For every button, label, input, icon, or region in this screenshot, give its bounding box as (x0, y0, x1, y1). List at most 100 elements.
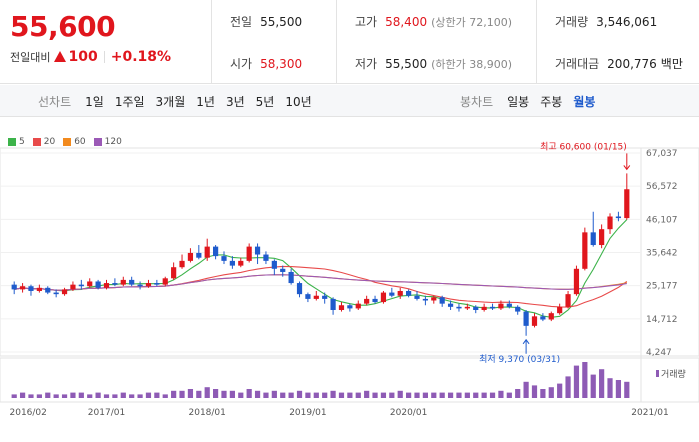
ma5-line (14, 219, 628, 318)
volume-bar (70, 392, 76, 398)
ma20-line (14, 265, 628, 308)
candle-body (414, 295, 420, 299)
candle-body (28, 286, 34, 291)
volume-bar (322, 392, 328, 398)
volume-bar (28, 394, 34, 398)
change-value: 100 (68, 49, 98, 65)
candle-body (204, 246, 210, 258)
y-tick-label: 35,642 (646, 249, 678, 259)
period-1y-button[interactable]: 1년 (196, 95, 215, 109)
candle-body (489, 306, 496, 309)
candle-body (599, 229, 605, 246)
period-5y-button[interactable]: 5년 (255, 95, 275, 109)
volume-bar (112, 394, 118, 398)
volume-panel: 거래량 3,546,061 거래대금 200,776 백만 (537, 0, 699, 84)
volume-bar (271, 390, 277, 398)
open-label: 시가 (230, 57, 253, 71)
candle-body (137, 284, 143, 287)
x-tick-label: 2020/01 (390, 408, 427, 418)
volume-bar (338, 392, 345, 398)
period-1w-button[interactable]: 1주일 (114, 95, 145, 109)
volume-row: 거래량 3,546,061 (555, 13, 657, 30)
volume-value: 3,546,061 (596, 15, 658, 29)
candle-body (447, 303, 454, 307)
volume-bar (171, 390, 177, 398)
ma120-line (14, 274, 627, 291)
volume-bar (355, 392, 361, 398)
candle-body (372, 298, 378, 303)
candle-body (322, 295, 328, 299)
y-tick-label: 56,572 (646, 182, 678, 192)
volume-bar (565, 376, 571, 398)
moving-average-legend: 5 20 60 120 (8, 137, 130, 147)
volume-bar (380, 392, 387, 398)
volume-bar (422, 392, 429, 398)
amount-unit: 백만 (660, 57, 683, 71)
candle-chart-group: 봉차트 일봉 주봉 월봉 (460, 93, 606, 110)
volume-bar (87, 394, 93, 398)
legend-item-ma5: 5 (8, 137, 25, 147)
x-tick-label: 2018/01 (189, 408, 226, 418)
volume-bar (162, 394, 168, 398)
y-tick-label: 46,107 (646, 215, 678, 225)
volume-bar (313, 392, 319, 398)
candle-body (238, 260, 244, 266)
volume-bar (19, 392, 26, 398)
daily-candle-button[interactable]: 일봉 (507, 95, 530, 109)
candle-body (120, 279, 126, 285)
volume-bar (154, 392, 160, 398)
volume-bar (103, 394, 110, 398)
legend-label: 5 (19, 137, 25, 147)
period-3y-button[interactable]: 3년 (225, 95, 245, 109)
candle-body (506, 303, 512, 307)
volume-bar (280, 392, 286, 398)
volume-bar (212, 389, 219, 398)
current-price: 55,600 (10, 10, 116, 43)
volume-bar (95, 392, 101, 398)
max-arrow-head (623, 165, 631, 171)
period-10y-button[interactable]: 10년 (285, 95, 312, 109)
monthly-candle-button[interactable]: 월봉 (573, 95, 596, 109)
candle-body (347, 305, 353, 309)
candle-body (171, 267, 177, 279)
volume-label: 거래량 (555, 15, 589, 29)
volume-bar (389, 392, 395, 398)
candle-body (515, 306, 521, 312)
candle-body (229, 260, 235, 266)
candle-body (313, 295, 319, 299)
candle-body (422, 298, 429, 301)
chart-frame (0, 147, 699, 357)
y-tick-label: 14,712 (646, 315, 678, 325)
candle-body (456, 306, 462, 309)
volume-bar (78, 392, 84, 398)
candle-body (87, 281, 93, 287)
open-row: 시가 58,300 (230, 55, 302, 72)
volume-bar (515, 389, 521, 398)
y-tick-label: 25,177 (646, 282, 678, 292)
candle-body (624, 189, 630, 219)
volume-bar (137, 394, 143, 398)
weekly-candle-button[interactable]: 주봉 (540, 95, 563, 109)
period-1d-button[interactable]: 1일 (85, 95, 104, 109)
volume-bar (439, 392, 445, 398)
volume-bar (447, 392, 454, 398)
legend-swatch (63, 138, 72, 146)
max-price-label: 최고 60,600 (01/15) (540, 141, 627, 152)
amount-label: 거래대금 (555, 57, 600, 71)
volume-bar (45, 392, 51, 398)
y-tick-label: 67,037 (646, 149, 678, 159)
change-percent: +0.18% (110, 49, 172, 65)
volume-bar (296, 390, 303, 398)
volume-frame (0, 357, 699, 403)
candle-body (212, 246, 219, 257)
candle-body (565, 294, 571, 307)
candle-body (338, 305, 345, 310)
divider (103, 51, 105, 63)
volume-bar (557, 383, 563, 398)
period-3m-button[interactable]: 3개월 (155, 95, 186, 109)
candle-body (280, 268, 286, 272)
candle-body (154, 283, 160, 285)
high-low-panel: 고가 58,400 (상한가 72,100) 저가 55,500 (하한가 38… (337, 0, 537, 84)
prev-close-label: 전일 (230, 15, 253, 29)
candle-body (95, 281, 101, 288)
